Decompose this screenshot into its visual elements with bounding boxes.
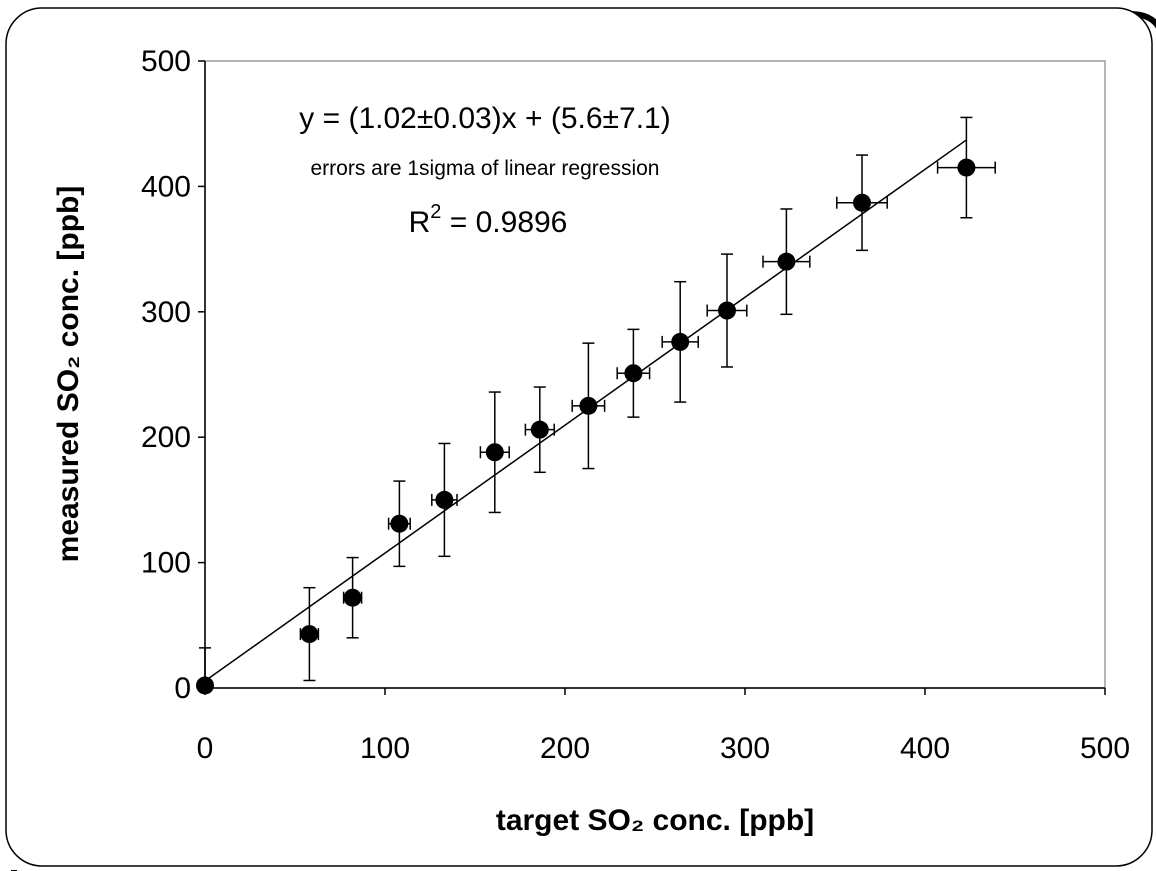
data-point [777, 252, 796, 271]
y-axis-title: measured SO₂ conc. [ppb] [52, 186, 85, 563]
x-tick-label: 100 [360, 732, 410, 765]
r-squared-sup: 2 [430, 201, 441, 223]
x-tick-label: 0 [197, 732, 214, 765]
y-tick-label: 0 [174, 672, 191, 705]
data-points [196, 158, 976, 695]
data-point [530, 420, 549, 439]
data-point [390, 514, 409, 533]
equation-text: y = (1.02±0.03)x + (5.6±7.1) [299, 102, 670, 135]
r-squared-value: = 0.9896 [441, 206, 567, 239]
x-tick-label: 500 [1080, 732, 1130, 765]
data-point [343, 588, 362, 607]
plot-area [204, 60, 1106, 689]
data-point [435, 490, 454, 509]
data-point [957, 158, 976, 177]
data-point [579, 396, 598, 415]
data-point [671, 332, 690, 351]
data-point [196, 676, 214, 695]
x-tick-label: 300 [720, 732, 770, 765]
data-point [485, 443, 504, 462]
y-tick-label: 100 [141, 547, 191, 580]
x-tick-label: 200 [540, 732, 590, 765]
y-tick-label: 200 [141, 421, 191, 454]
data-point [300, 625, 319, 644]
data-point [624, 364, 643, 383]
y-tick-label: 400 [141, 170, 191, 203]
data-point [853, 193, 871, 212]
data-point [718, 301, 736, 320]
x-axis-title: target SO₂ conc. [ppb] [496, 804, 814, 837]
y-tick-label: 300 [141, 296, 191, 329]
note-text: errors are 1sigma of linear regression [311, 157, 660, 180]
y-tick-label: 500 [141, 45, 191, 78]
x-tick-label: 400 [900, 732, 950, 765]
r-squared-text: R2 = 0.9896 [409, 201, 568, 239]
axis-ticks: 0 100 200 300 400 500 0 100 200 300 400 500 [141, 45, 1130, 765]
r-squared-prefix: R [409, 206, 431, 239]
